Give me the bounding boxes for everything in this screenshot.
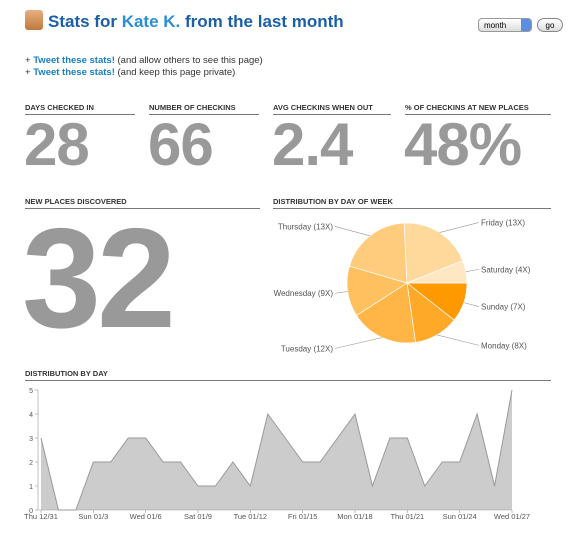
x-tick-label: Thu 12/31 (24, 512, 58, 521)
stat-label: % OF CHECKINS AT NEW PLACES (405, 103, 551, 115)
pie-slice (403, 222, 464, 284)
slice-label: Wednesday (9X) (274, 289, 334, 298)
stat-value: 66 (148, 111, 214, 178)
y-tick-label: 1 (29, 484, 33, 491)
stat-label: NEW PLACES DISCOVERED (25, 197, 260, 209)
area (41, 390, 512, 510)
pie-chart: Sunday (7X) Monday (8X) Tuesday (12X) Wedne… (274, 218, 531, 353)
go-button[interactable]: go (537, 18, 563, 32)
stat-value: 32 (22, 199, 176, 358)
y-tick-label: 3 (29, 436, 33, 443)
stat-value: 48% (404, 111, 522, 178)
slice-label: Friday (13X) (481, 218, 525, 227)
chart-title: DISTRIBUTION BY DAY OF WEEK (273, 197, 551, 209)
link-line: + Tweet these stats! (and allow others t… (25, 55, 263, 66)
user-name[interactable]: Kate K. (121, 12, 181, 31)
page-title: Stats for Kate K. from the last month (48, 12, 344, 32)
leader-line (439, 222, 480, 233)
area-chart: 0 1 2 3 4 5 Thu 12/31 Sun 01/3 Wed 01/6 Sat 01/9 T… (24, 388, 530, 521)
plus: + (25, 55, 31, 66)
pie-slice (356, 282, 416, 344)
link-note: (and allow others to see this page) (117, 55, 263, 66)
y-tick-label: 4 (29, 412, 33, 419)
slice-label: Saturday (4X) (481, 265, 531, 274)
slice-label: Tuesday (12X) (281, 344, 334, 353)
leader-line (334, 337, 383, 349)
tweet-link[interactable]: Tweet these stats! (33, 67, 115, 78)
stat-label: DAYS CHECKED IN (25, 103, 135, 115)
title-prefix: Stats for (48, 12, 117, 31)
stat-value: 2.4 (272, 111, 353, 178)
link-note: (and keep this page private) (117, 67, 236, 78)
period-select[interactable]: month (478, 18, 532, 32)
slice-label: Thursday (13X) (278, 222, 333, 231)
line (40, 389, 513, 511)
y-tick-label: 0 (29, 508, 33, 515)
link-line: + Tweet these stats! (and keep this page… (25, 67, 235, 78)
leader-line (463, 302, 480, 307)
y-tick-label: 2 (29, 460, 33, 467)
leader-line (334, 226, 370, 237)
slice-label: Monday (8X) (481, 341, 527, 350)
x-tick-label: Thu 01/21 (390, 512, 424, 521)
tweet-link[interactable]: Tweet these stats! (33, 55, 115, 66)
x-tick-label: Tue 01/12 (234, 512, 268, 521)
x-tick-label: Sun 01/3 (78, 512, 108, 521)
avatar (25, 10, 43, 30)
stat-value: 28 (24, 111, 90, 178)
x-tick-label: Sat 01/9 (184, 512, 212, 521)
y-tick-label: 5 (29, 388, 33, 395)
slice-label: Sunday (7X) (481, 303, 526, 312)
pie-slice (406, 260, 468, 284)
stat-label: AVG CHECKINS WHEN OUT (273, 103, 391, 115)
title-suffix: from the last month (185, 12, 344, 31)
stat-label: NUMBER OF CHECKINS (149, 103, 259, 115)
x-tick-label: Wed 01/27 (494, 512, 530, 521)
leader-line (436, 334, 480, 346)
chart-title: DISTRIBUTION BY DAY (25, 369, 551, 381)
x-tick-label: Fri 01/15 (288, 512, 318, 521)
leader-line (465, 269, 480, 272)
x-tick-label: Mon 01/18 (337, 512, 372, 521)
x-tick-label: Sun 01/24 (443, 512, 477, 521)
plus: + (25, 67, 31, 78)
leader-line (334, 291, 348, 294)
x-tick-label: Wed 01/6 (130, 512, 162, 521)
